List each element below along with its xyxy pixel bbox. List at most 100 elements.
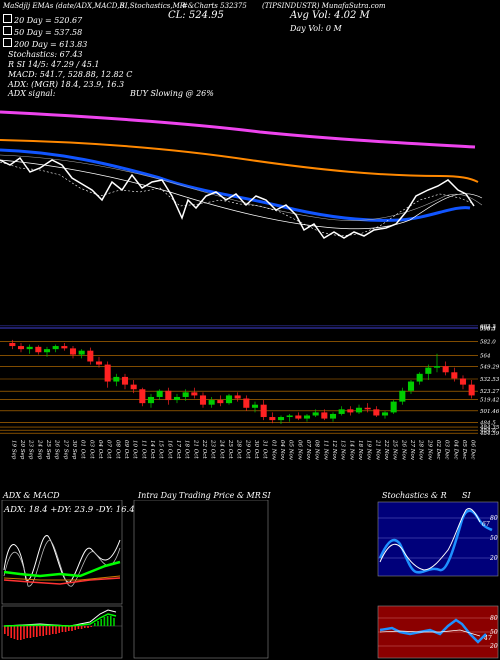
legend-box [3,38,12,47]
price-close-line [0,156,475,239]
macd-bar [64,626,67,632]
date-tick-label: 25 Oct [227,439,233,459]
candle [251,401,259,413]
adx-readout: ADX: (MGR) 18.4, 23.9, 16.3 [8,80,125,89]
date-tick-label: 30 Sep [71,440,77,460]
candle [147,393,155,408]
candle [61,342,68,351]
candles [9,339,475,424]
price-tick-label: 484.5 [479,420,496,426]
date-tick-label: 07 Oct [106,440,112,459]
macd-readout: MACD: 541.7, 528.88, 12.82 C [8,70,133,79]
date-tick-label: 26 Nov [400,439,406,461]
date-tick-label: 13 Nov [340,440,346,461]
adx-panel [1,500,123,605]
macd-line [3,609,117,627]
date-tick-label: 27 Sep [62,439,68,460]
date-tick-label: 14 Nov [348,440,354,461]
stoch-value: 67 [482,521,490,528]
candle [121,373,129,390]
candle [165,387,172,405]
price-grid [0,325,478,434]
candle [199,392,207,408]
date-tick-label: 14 Oct [149,440,155,459]
day-volume: Day Vol: 0 M [290,24,342,33]
date-tick-label: 28 Nov [418,439,424,461]
date-tick-label: 23 Sep [28,439,34,460]
ema200-line [0,110,476,149]
legend-ema50: 50 Day = 537.58 [3,26,82,37]
candle [156,389,163,401]
stoch-panel [377,501,499,577]
avg-volume: Avg Vol: 4.02 M [290,10,370,21]
legend-box [3,14,12,23]
candle [208,396,215,408]
macd-bar [113,618,115,626]
date-tick-label: 24 Sep [36,439,42,460]
stoch-d-line [379,508,481,571]
candle [347,406,354,416]
candle [260,400,267,421]
candle [43,346,51,357]
date-tick-label: 22 Oct [201,439,207,459]
date-tick-label: 23 Oct [210,439,216,459]
legend-ema20: 20 Day = 520.67 [3,14,82,25]
date-tick-label: 16 Oct [166,440,172,459]
candle [355,404,363,414]
macd-bar [45,626,48,635]
candle [468,380,475,399]
macd-bar [42,626,44,636]
close-label: CL: 524.95 [168,10,224,21]
date-tick-label: 07 Nov [305,440,311,461]
macd-bar [106,616,109,626]
legend-box [3,26,12,35]
macd-bar [77,626,80,629]
macd-bar [100,619,102,626]
date-tick-label: 30 Oct [253,440,259,459]
candle [286,413,293,422]
macd-bar [97,621,99,626]
candle [390,400,397,414]
candle [139,387,146,407]
stoch-tick-20: 20 [489,555,498,562]
date-tick-label: 19 Sep [10,440,16,460]
adx-minus-di-line [3,539,121,587]
header-left-title: MaSdjlj EMAs (date/ADX,MACD,B [3,2,125,10]
date-tick-label: 26 Sep [54,439,60,460]
candle [234,392,241,402]
macd-bar [13,626,16,639]
candle [130,380,137,394]
stoch-overlay-line [0,161,475,237]
rsi-tick-80: 80 [490,615,498,622]
date-tick-label: 06 Dec [470,440,476,460]
candle [425,364,432,380]
candle [433,353,441,373]
stoch-tick-50: 50 [490,535,498,542]
adx-neg-line [3,577,121,585]
macd-bar [52,626,54,634]
candle [217,395,224,407]
legend-ema200: 200 Day = 613.83 [3,38,87,49]
date-tick-label: 17 Oct [175,440,181,459]
candle [173,393,181,404]
candle [182,389,189,401]
date-tick-label: 28 Oct [236,439,242,459]
intraday-panel [133,500,269,659]
candle [373,406,380,418]
header-right-title: (TIPSINDUSTR) MunafaSutra.com [262,2,386,10]
date-tick-label: 25 Sep [45,439,51,460]
candle [442,361,449,376]
rsi-signal-line [379,629,481,637]
macd-bar [68,626,70,631]
date-tick-label: 01 Oct [80,440,86,459]
price-tick-label: 519.42 [480,397,500,403]
rsi-tick-50: 50 [490,629,498,636]
date-tick-label: 03 Dec [444,440,450,460]
macd-signal-line [3,613,117,627]
date-tick-label: 15 Oct [158,440,164,459]
candle [295,412,302,421]
ema-band-line [0,154,483,221]
stoch-tick-80: 80 [490,515,498,522]
date-tick-label: 03 Oct [88,440,94,459]
candle [113,373,120,387]
